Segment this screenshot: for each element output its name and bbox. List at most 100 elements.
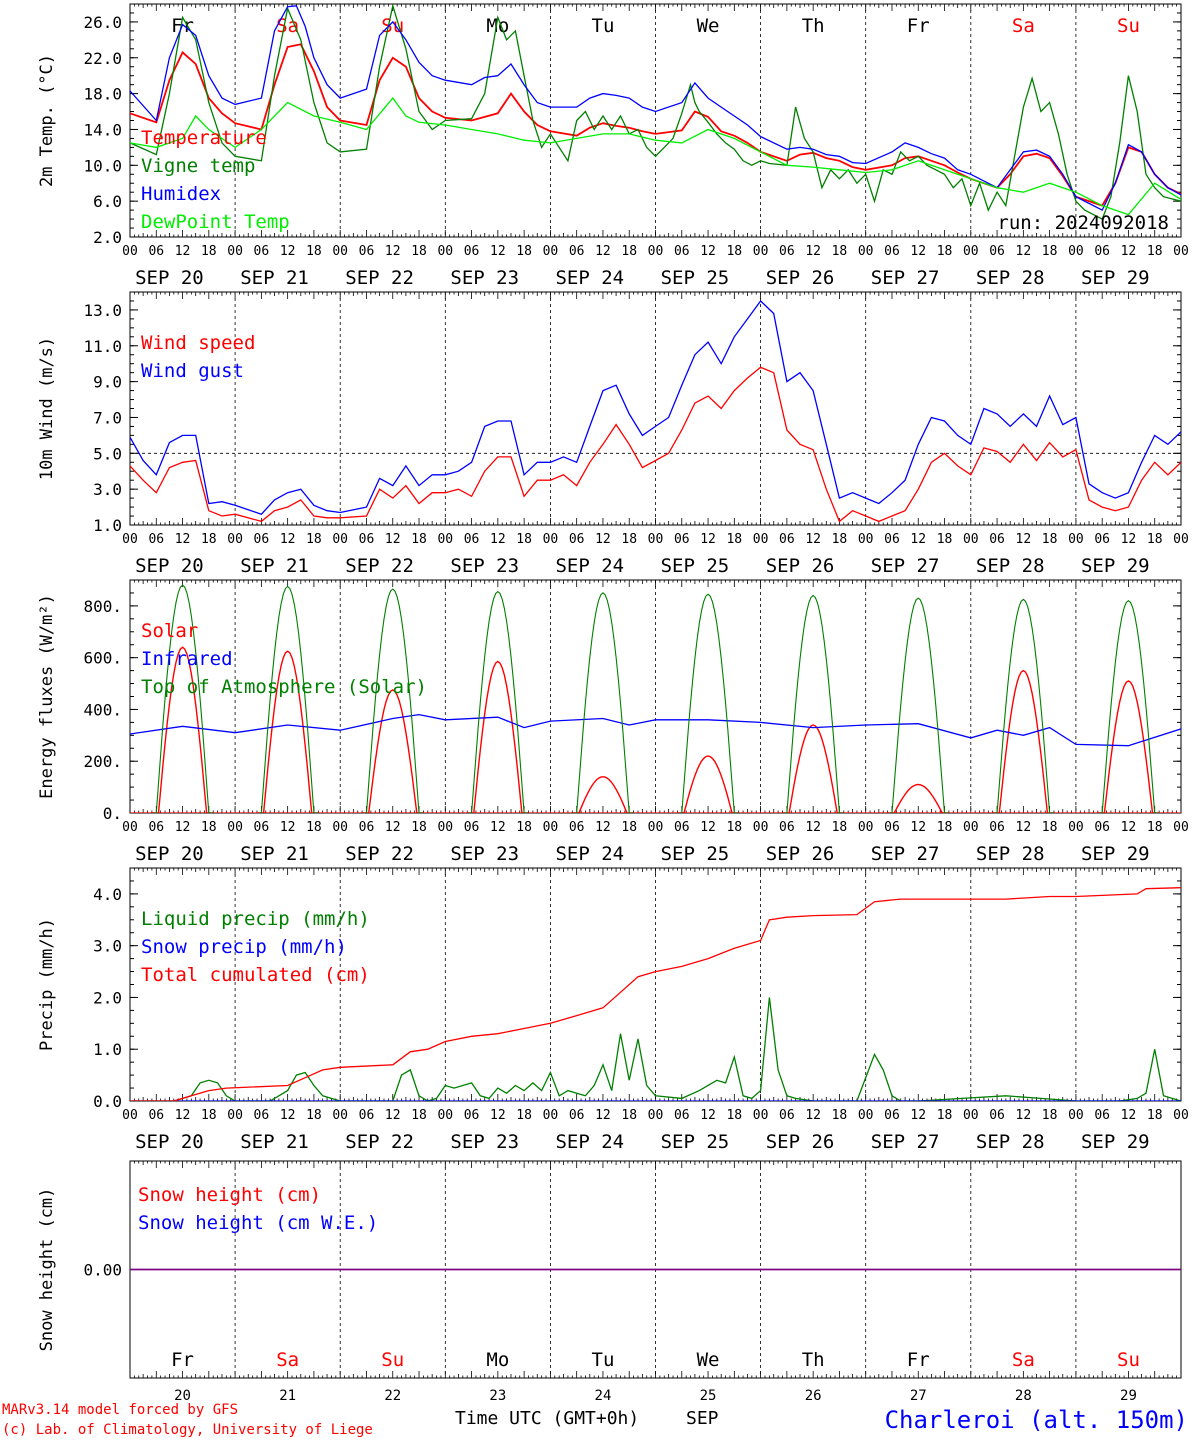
series-dewpoint-temp	[130, 97, 1181, 216]
hour-tick-label: 18	[201, 1108, 217, 1123]
y-tick-label: 0.00	[83, 1261, 122, 1280]
series-solar	[677, 755, 739, 813]
date-label: SEP 29	[1081, 843, 1150, 865]
hour-tick-label: 00	[963, 244, 979, 259]
hour-tick-label: 18	[1042, 532, 1058, 547]
date-label: SEP 29	[1081, 555, 1150, 577]
date-label: SEP 28	[976, 555, 1045, 577]
hour-tick-label: 12	[175, 1108, 191, 1123]
legend-entry: DewPoint Temp	[141, 211, 290, 233]
hour-tick-label: 12	[1121, 532, 1137, 547]
hour-tick-label: 12	[595, 244, 611, 259]
hour-tick-label: 06	[464, 1108, 480, 1123]
date-number: 27	[910, 1388, 927, 1404]
date-label: SEP 22	[345, 843, 414, 865]
date-label: SEP 25	[661, 843, 730, 865]
date-label: SEP 20	[135, 1131, 204, 1153]
day-label: Fr	[907, 1349, 930, 1371]
hour-tick-label: 06	[674, 532, 690, 547]
hour-tick-label: 18	[937, 532, 953, 547]
hour-tick-label: 18	[1042, 244, 1058, 259]
series-temperature	[130, 43, 1181, 207]
day-label: Sa	[276, 1349, 299, 1371]
date-label: SEP 21	[240, 1131, 309, 1153]
hour-tick-label: 06	[1094, 532, 1110, 547]
y-tick-label: 1.0	[93, 516, 122, 535]
legend-entry: Snow precip (mm/h)	[141, 936, 347, 958]
hour-tick-label: 06	[989, 1108, 1005, 1123]
hour-tick-label: 12	[385, 532, 401, 547]
day-label: Sa	[276, 15, 299, 37]
series-wind-gust	[130, 300, 1181, 515]
footer-xlabel: Time UTC (GMT+0h)	[455, 1408, 639, 1429]
hour-tick-label: 00	[963, 1108, 979, 1123]
date-label: SEP 27	[871, 1131, 940, 1153]
hour-tick-label: 06	[989, 532, 1005, 547]
hour-tick-label: 12	[805, 1108, 821, 1123]
y-tick-label: 4.0	[93, 885, 122, 904]
hour-tick-label: 18	[516, 1108, 532, 1123]
hour-tick-label: 06	[1094, 1108, 1110, 1123]
date-label: SEP 24	[555, 555, 624, 577]
date-label: SEP 24	[555, 1131, 624, 1153]
hour-tick-label: 12	[910, 532, 926, 547]
panel-wind: 1.0 3.0 5.0 7.0 9.0 11.0 13.0 10m Wind (m/s) 00 0…	[37, 291, 1189, 577]
date-label: SEP 21	[240, 843, 309, 865]
hour-tick-label: 00	[1173, 1108, 1189, 1123]
y-tick-label: 200.	[83, 752, 122, 771]
hour-tick-label: 00	[963, 820, 979, 835]
hour-tick-label: 06	[254, 244, 270, 259]
hour-tick-label: 12	[175, 820, 191, 835]
day-label: Su	[1117, 15, 1140, 37]
series-solar	[992, 669, 1054, 813]
hour-tick-label: 18	[516, 820, 532, 835]
day-label: Su	[381, 1349, 404, 1371]
y-tick-label: 2.0	[93, 228, 122, 247]
date-label: SEP 21	[240, 555, 309, 577]
hour-tick-label: 06	[779, 244, 795, 259]
hour-tick-label: 12	[1016, 1108, 1032, 1123]
hour-tick-label: 18	[1147, 1108, 1163, 1123]
y-tick-label: 13.0	[83, 301, 122, 320]
y-tick-label: 11.0	[83, 337, 122, 356]
hour-tick-label: 18	[621, 1108, 637, 1123]
date-number: 22	[384, 1388, 401, 1404]
hour-tick-label: 12	[1121, 1108, 1137, 1123]
hour-tick-label: 06	[569, 532, 585, 547]
hour-tick-label: 12	[805, 820, 821, 835]
series-top-of-atmosphere-solar	[469, 590, 529, 813]
hour-tick-label: 18	[621, 820, 637, 835]
y-tick-label: 10.0	[83, 156, 122, 175]
hour-tick-label: 06	[359, 820, 375, 835]
date-label: SEP 23	[450, 843, 519, 865]
legend-entry: Snow height (cm)	[138, 1184, 321, 1206]
date-label: SEP 22	[345, 555, 414, 577]
series-top-of-atmosphere-solar	[574, 592, 634, 813]
hour-tick-label: 12	[385, 820, 401, 835]
hour-tick-label: 00	[753, 1108, 769, 1123]
hour-tick-label: 18	[516, 244, 532, 259]
panel-energy: 0. 200. 400. 600. 800. Energy fluxes (W/m²) 00…	[37, 579, 1189, 865]
hour-tick-label: 06	[254, 1108, 270, 1123]
hour-tick-label: 06	[674, 820, 690, 835]
hour-tick-label: 12	[280, 820, 296, 835]
legend-entry: Wind gust	[141, 360, 244, 382]
hour-tick-label: 06	[779, 532, 795, 547]
hour-tick-label: 00	[1068, 532, 1084, 547]
hour-tick-label: 12	[280, 532, 296, 547]
hour-tick-label: 18	[937, 244, 953, 259]
y-tick-label: 7.0	[93, 408, 122, 427]
hour-tick-label: 06	[148, 820, 164, 835]
hour-tick-label: 12	[385, 244, 401, 259]
date-label: SEP 20	[135, 267, 204, 289]
day-label: Fr	[171, 1349, 194, 1371]
date-label: SEP 29	[1081, 267, 1150, 289]
hour-tick-label: 12	[700, 532, 716, 547]
hour-tick-label: 06	[359, 532, 375, 547]
series-group	[130, 300, 1181, 523]
series-top-of-atmosphere-solar	[364, 588, 424, 813]
hour-tick-label: 12	[1016, 532, 1032, 547]
series-group	[130, 4, 1181, 221]
date-label: SEP 20	[135, 843, 204, 865]
legend-entry: Liquid precip (mm/h)	[141, 908, 370, 930]
